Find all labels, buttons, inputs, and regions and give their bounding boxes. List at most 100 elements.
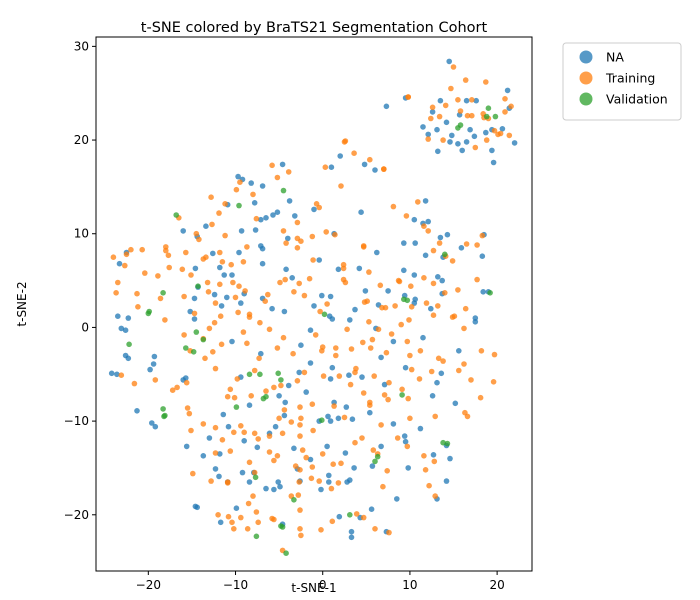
point-training-264: [303, 454, 310, 461]
point-training-16: [428, 115, 434, 122]
point-validation-36: [252, 474, 259, 481]
point-training-119: [421, 275, 427, 281]
point-training-25: [425, 136, 432, 142]
point-na-213: [369, 463, 376, 469]
point-na-116: [352, 306, 358, 313]
point-training-233: [281, 407, 288, 413]
point-na-224: [348, 534, 355, 541]
plot-points: [108, 58, 518, 556]
point-validation-31: [319, 417, 325, 424]
point-training-215: [353, 365, 359, 372]
point-training-257: [266, 449, 273, 455]
point-na-50: [180, 228, 186, 234]
point-na-53: [252, 227, 259, 233]
point-training-155: [257, 319, 263, 326]
point-training-50: [222, 232, 228, 239]
point-na-85: [435, 274, 441, 280]
point-training-56: [309, 233, 316, 240]
point-training-279: [246, 459, 253, 466]
point-na-56: [210, 250, 216, 257]
point-training-200: [174, 384, 180, 391]
point-na-218: [443, 478, 450, 484]
point-validation-7: [173, 212, 179, 218]
point-training-135: [301, 292, 308, 299]
point-training-231: [248, 393, 254, 399]
point-training-53: [294, 219, 301, 226]
point-training-271: [394, 435, 401, 441]
point-training-8: [429, 104, 436, 111]
point-training-245: [464, 413, 471, 420]
point-na-0: [446, 58, 453, 65]
point-na-84: [411, 272, 418, 278]
point-na-61: [425, 218, 432, 225]
point-training-194: [478, 348, 485, 354]
point-training-283: [292, 463, 299, 469]
point-na-207: [307, 456, 314, 463]
point-training-255: [255, 436, 261, 442]
point-na-191: [417, 425, 424, 432]
point-training-52: [280, 228, 287, 234]
point-na-202: [263, 485, 269, 492]
point-training-51: [253, 215, 260, 222]
y-axis: −20 −10 0 10 20 30: [64, 39, 96, 522]
point-training-272: [407, 415, 413, 422]
point-na-11: [434, 126, 440, 133]
point-na-67: [422, 252, 429, 259]
point-training-308: [231, 526, 237, 532]
point-training-291: [432, 493, 439, 499]
point-training-256: [266, 433, 273, 439]
x-tick-label: −10: [223, 578, 248, 592]
point-training-121: [442, 290, 448, 296]
point-na-176: [239, 469, 246, 476]
point-validation-40: [253, 533, 260, 540]
point-training-139: [364, 298, 371, 305]
point-training-154: [246, 311, 253, 318]
point-validation-23: [257, 371, 263, 378]
point-na-125: [307, 327, 314, 334]
point-na-28: [337, 153, 344, 159]
point-training-76: [360, 243, 367, 249]
point-na-77: [259, 260, 266, 267]
point-na-188: [390, 421, 397, 427]
point-training-193: [461, 361, 467, 367]
point-training-229: [224, 393, 231, 400]
point-na-148: [402, 364, 409, 371]
point-training-251: [231, 429, 237, 436]
legend: NA Training Validation: [562, 42, 682, 121]
point-na-172: [206, 435, 213, 441]
point-training-48: [193, 230, 200, 237]
point-training-71: [228, 261, 234, 268]
point-training-191: [435, 355, 442, 362]
point-training-157: [280, 334, 287, 341]
point-training-3: [448, 85, 454, 92]
legend-label-training: Training: [605, 71, 655, 86]
point-training-300: [296, 479, 303, 485]
point-validation-8: [195, 283, 201, 290]
point-training-218: [371, 373, 378, 379]
point-training-188: [404, 338, 411, 345]
point-na-187: [378, 443, 384, 450]
x-tick-label: −20: [136, 578, 161, 592]
point-training-173: [218, 341, 225, 348]
point-validation-44: [399, 392, 405, 398]
point-training-152: [211, 319, 218, 326]
point-training-58: [332, 231, 338, 238]
point-training-213: [336, 373, 343, 379]
point-training-250: [219, 437, 226, 443]
y-tick-label: 20: [74, 133, 89, 147]
point-na-95: [319, 292, 325, 299]
point-training-167: [461, 325, 467, 332]
point-training-70: [244, 244, 250, 250]
point-training-320: [372, 526, 378, 532]
point-training-172: [210, 349, 216, 355]
point-na-144: [329, 364, 336, 371]
point-training-205: [234, 376, 241, 382]
point-training-22: [472, 144, 479, 151]
point-na-128: [390, 338, 397, 345]
point-na-46: [292, 213, 298, 219]
point-training-209: [278, 382, 284, 389]
point-training-118: [408, 283, 414, 290]
point-na-19: [471, 133, 478, 140]
point-training-180: [319, 344, 326, 350]
